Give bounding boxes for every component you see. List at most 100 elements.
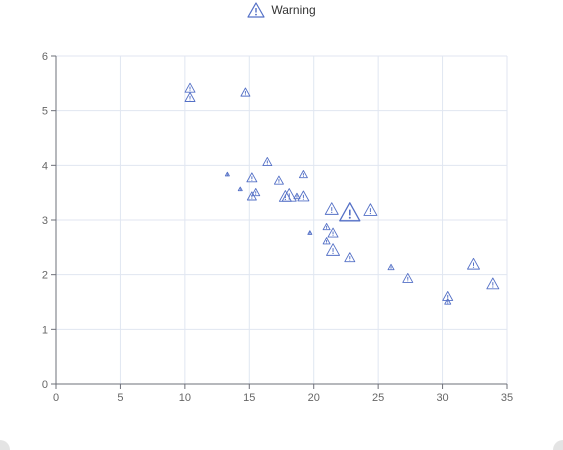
- warning-dot: [255, 193, 257, 195]
- data-point[interactable]: [444, 298, 452, 305]
- y-tick-label: 0: [42, 379, 48, 391]
- data-point[interactable]: [251, 188, 261, 197]
- x-tick-label: 35: [501, 392, 513, 404]
- data-point[interactable]: [297, 190, 310, 202]
- data-point[interactable]: [324, 202, 339, 215]
- data-point[interactable]: [326, 243, 340, 256]
- warning-triangle-icon: [278, 190, 292, 202]
- data-point[interactable]: [363, 203, 378, 216]
- warning-triangle-icon: [486, 277, 500, 290]
- warning-triangle-icon: [402, 272, 414, 283]
- data-point[interactable]: [240, 87, 251, 97]
- data-point[interactable]: [344, 252, 356, 263]
- warning-triangle-icon: [444, 298, 452, 305]
- warning-dot: [239, 189, 241, 191]
- warning-dot: [251, 198, 253, 200]
- warning-triangle-icon: [237, 186, 243, 192]
- warning-triangle-icon: [387, 263, 395, 271]
- data-point[interactable]: [307, 230, 313, 235]
- data-point[interactable]: [293, 192, 301, 200]
- warning-triangle-icon: [246, 172, 258, 183]
- data-point[interactable]: [184, 92, 196, 102]
- data-point[interactable]: [246, 172, 258, 183]
- warning-dot: [332, 235, 334, 237]
- warning-triangle-icon: [339, 202, 361, 222]
- x-tick-label: 15: [243, 392, 255, 404]
- warning-dot: [369, 212, 372, 215]
- warning-triangle-icon: [326, 243, 340, 256]
- warning-dot: [331, 211, 333, 214]
- data-point[interactable]: [246, 191, 257, 201]
- y-tick-label: 5: [42, 106, 48, 118]
- warning-dot: [278, 182, 280, 184]
- x-tick-label: 30: [436, 392, 448, 404]
- warning-triangle-icon: [297, 190, 310, 202]
- warning-triangle-icon: [262, 157, 273, 167]
- warning-triangle-icon: [307, 230, 313, 235]
- warning-dot: [296, 197, 298, 199]
- y-tick-label: 4: [42, 160, 48, 172]
- data-point[interactable]: [224, 171, 230, 177]
- data-point[interactable]: [273, 175, 284, 185]
- warning-dot: [447, 302, 449, 304]
- warning-dot: [332, 252, 334, 255]
- warning-dot: [226, 174, 228, 176]
- warning-dot: [348, 216, 351, 219]
- frame-corner-right: [553, 440, 563, 450]
- warning-triangle-icon: [363, 203, 378, 216]
- data-point[interactable]: [322, 237, 331, 245]
- warning-dot: [492, 286, 494, 288]
- warning-triangle-icon: [246, 191, 257, 201]
- warning-triangle-icon: [344, 252, 356, 263]
- warning-triangle-icon: [184, 92, 196, 102]
- warning-dot: [284, 198, 286, 201]
- data-point[interactable]: [237, 186, 243, 192]
- y-tick-label: 3: [42, 215, 48, 227]
- warning-dot: [349, 259, 351, 261]
- data-point[interactable]: [322, 222, 331, 231]
- warning-triangle-icon: [293, 192, 301, 200]
- data-point[interactable]: [278, 190, 292, 202]
- warning-dot: [302, 198, 304, 200]
- warning-triangle-icon: [442, 291, 454, 301]
- y-tick-label: 1: [42, 324, 48, 336]
- warning-dot: [390, 268, 392, 270]
- warning-dot: [472, 266, 475, 268]
- warning-triangle-icon: [327, 227, 339, 238]
- data-point[interactable]: [298, 170, 308, 179]
- frame-corner-left: [0, 440, 10, 450]
- warning-triangle-icon: [467, 257, 480, 270]
- data-point[interactable]: [486, 277, 500, 290]
- warning-triangle-icon: [224, 171, 230, 177]
- warning-dot: [189, 90, 191, 92]
- warning-triangle-icon: [273, 175, 284, 185]
- warning-dot: [244, 94, 246, 96]
- warning-dot: [326, 228, 328, 230]
- y-tick-label: 2: [42, 270, 48, 282]
- data-point[interactable]: [327, 227, 339, 238]
- data-point[interactable]: [281, 188, 297, 202]
- warning-dot: [251, 179, 253, 181]
- data-point[interactable]: [387, 263, 395, 271]
- warning-triangle-icon: [324, 202, 339, 215]
- warning-triangle-icon: [298, 170, 308, 179]
- warning-dot: [309, 233, 311, 235]
- warning-dot: [189, 99, 191, 101]
- data-point[interactable]: [262, 157, 273, 167]
- data-point[interactable]: [184, 82, 196, 93]
- x-tick-label: 20: [308, 392, 320, 404]
- warning-dot: [407, 280, 409, 282]
- warning-triangle-icon: [322, 222, 331, 231]
- warning-dot: [326, 242, 328, 244]
- warning-triangle-icon: [322, 237, 331, 245]
- legend[interactable]: Warning: [0, 2, 563, 18]
- y-tick-label: 6: [42, 51, 48, 63]
- x-tick-label: 25: [372, 392, 384, 404]
- data-point[interactable]: [467, 257, 480, 270]
- data-point[interactable]: [402, 272, 414, 283]
- x-tick-label: 0: [53, 392, 59, 404]
- legend-label: Warning: [271, 3, 316, 17]
- data-point[interactable]: [339, 202, 361, 222]
